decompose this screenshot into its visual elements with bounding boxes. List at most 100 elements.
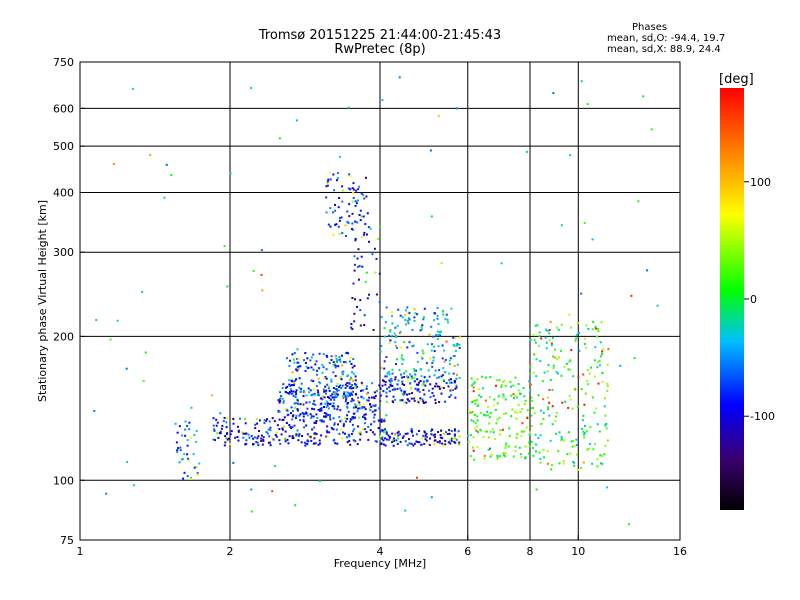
data-point [483,454,486,457]
data-point [330,394,333,397]
data-point [646,269,649,272]
data-point [229,433,232,436]
data-point [304,412,306,415]
data-point [244,443,247,446]
data-point [424,438,427,441]
data-point [250,435,253,437]
colorbar-label: [deg] [719,72,754,87]
data-point [297,368,300,371]
data-point [299,365,302,368]
data-point [318,381,321,384]
data-point [313,408,316,411]
data-point [455,377,458,380]
data-point [315,433,318,435]
y-tick-label: 400 [53,186,74,199]
data-point [328,362,331,364]
data-point [416,351,419,354]
data-point [391,368,394,371]
grid-lines [80,62,680,540]
data-point [366,297,369,300]
data-point [320,409,323,412]
x-tick-label: 6 [464,545,471,558]
data-point [564,400,567,403]
data-point [322,388,325,391]
data-point [586,379,589,382]
data-point [345,394,348,397]
data-point [216,432,219,435]
data-point [469,434,472,437]
data-point [498,455,501,458]
data-point [358,407,361,410]
data-point [379,430,382,433]
data-point [365,385,368,388]
data-point [311,428,314,431]
data-point [348,392,351,395]
data-point [392,395,395,398]
data-point [302,403,305,406]
data-point [472,390,475,393]
data-point [384,428,386,431]
data-point [175,441,178,444]
data-point [325,196,328,199]
data-point [417,401,420,404]
data-point [437,115,440,118]
data-point [190,406,193,409]
data-point [332,173,335,176]
data-point [500,385,503,388]
data-point [275,435,278,438]
data-point [362,193,365,196]
data-point [348,215,351,218]
data-point [433,350,436,353]
data-point [489,455,492,458]
data-point [546,370,549,373]
data-point [323,396,326,399]
data-point [403,314,406,317]
data-point [352,196,355,199]
data-point [326,435,329,438]
data-point [292,358,295,361]
data-point [351,200,354,203]
data-point [552,92,555,95]
data-point [177,447,180,450]
data-point [347,187,350,190]
data-point [292,410,294,412]
data-point [322,366,325,369]
data-point [323,411,326,414]
data-point [558,462,561,465]
data-point [600,321,603,324]
data-point [347,433,350,436]
data-point [619,364,622,367]
data-point [348,203,351,206]
data-point [433,319,435,322]
data-point [338,155,341,158]
data-point [281,427,284,430]
data-point [401,376,404,379]
data-point [417,388,420,391]
data-point [355,392,358,395]
data-point [353,364,356,367]
data-point [423,307,426,310]
data-point [438,387,441,390]
data-point [174,422,177,425]
data-point [416,441,419,443]
data-point [335,223,338,226]
data-point [336,179,338,182]
data-point [334,355,337,357]
data-point [260,437,263,440]
data-point [310,439,313,442]
data-point [404,432,407,435]
data-point [401,363,404,365]
data-point [377,419,380,422]
data-point [441,374,444,377]
data-point [302,415,305,418]
data-point [375,409,377,412]
data-point [357,432,360,435]
data-point [540,409,542,412]
data-point [300,390,303,393]
data-point [347,402,349,404]
data-point [344,416,347,419]
data-point [440,375,443,378]
data-point [499,429,502,432]
data-point [420,437,423,440]
data-point [186,453,189,456]
